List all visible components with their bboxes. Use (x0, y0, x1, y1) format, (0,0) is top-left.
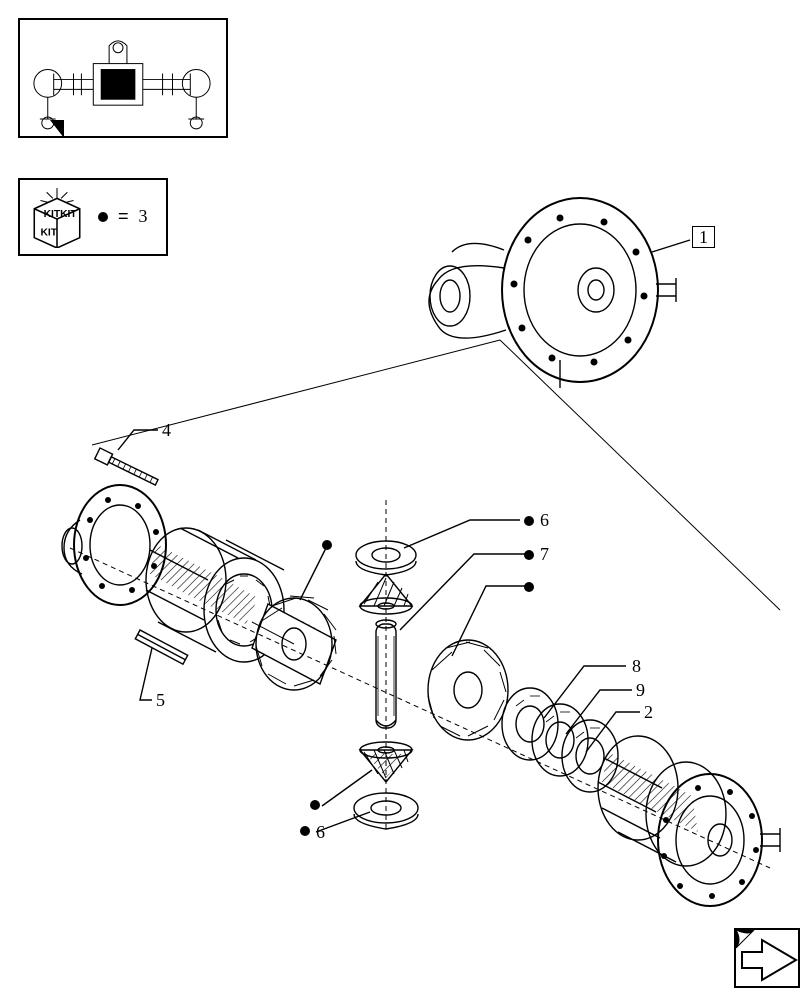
dot-6-top (524, 516, 534, 526)
page-root: KIT KIT KIT = 3 (0, 0, 812, 1000)
label-6-bottom: 6 (316, 822, 325, 843)
exploded-diagram (0, 0, 812, 1000)
label-5: 5 (156, 690, 165, 711)
label-2: 2 (644, 702, 653, 723)
label-4: 4 (162, 420, 171, 441)
next-page-icon (734, 928, 800, 988)
part-bolt (95, 448, 160, 488)
label-8: 8 (632, 656, 641, 677)
label-6-top: 6 (540, 510, 549, 531)
label-9: 9 (636, 680, 645, 701)
dot-side-gear-right (524, 582, 534, 592)
part-side-gear-left (252, 596, 336, 690)
label-1: 1 (692, 226, 715, 248)
dot-7 (524, 550, 534, 560)
part-side-gear-right (428, 640, 508, 740)
part-left-housing (62, 485, 166, 605)
assembly-complete (429, 198, 676, 382)
dot-6-bottom (300, 826, 310, 836)
dot-left-stack (322, 540, 332, 550)
part-roll-pin (135, 630, 187, 664)
dot-pinion-bottom (310, 800, 320, 810)
label-7: 7 (540, 544, 549, 565)
